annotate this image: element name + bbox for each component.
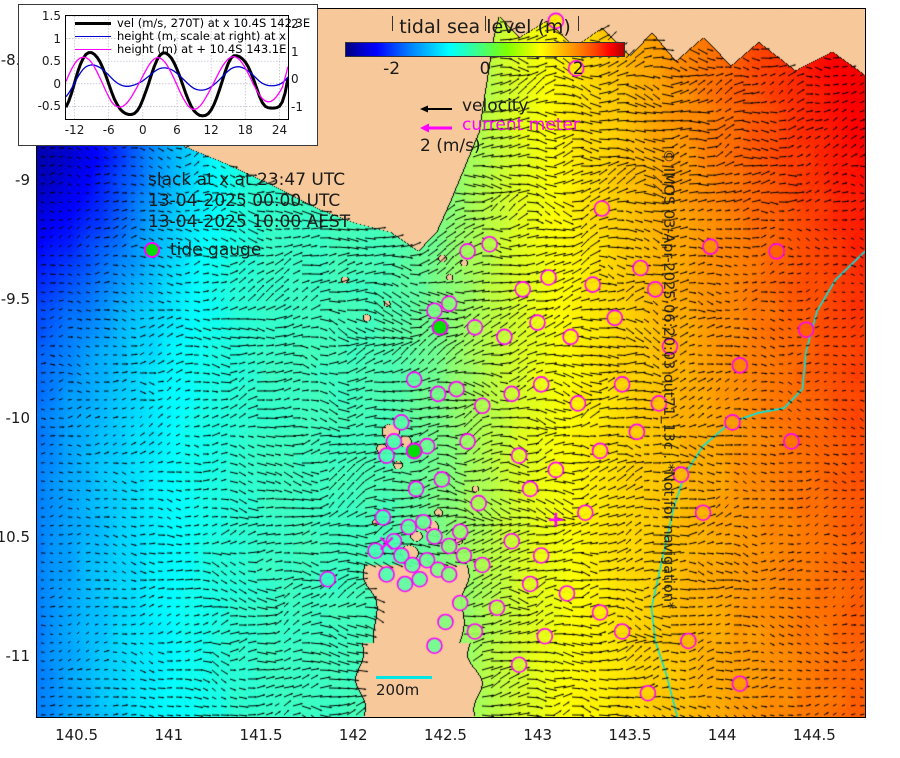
x-tick-label: 142.5 bbox=[423, 726, 467, 744]
inset-y-left-tick: 1.5 bbox=[41, 9, 61, 23]
x-tick-label: 143 bbox=[523, 726, 553, 744]
y-tick-label: -9.5 bbox=[0, 289, 30, 308]
x-tick-label: 144 bbox=[707, 726, 737, 744]
timeseries-inset-panel[interactable]: vel (m/s, 270T) at x 10.4S 142.3E height … bbox=[18, 4, 318, 146]
legend-swatch bbox=[75, 22, 111, 25]
legend-label: vel (m/s, 270T) at x 10.4S 142.3E bbox=[117, 16, 311, 30]
timeseries-plot-box bbox=[65, 15, 289, 120]
inset-x-tick: 24 bbox=[271, 123, 288, 137]
inset-y-left-tick: 0 bbox=[53, 76, 61, 91]
inset-y-left-tick: 1 bbox=[53, 31, 61, 46]
x-tick-label: 141.5 bbox=[239, 726, 283, 744]
current-meter-legend-row: current meter bbox=[420, 114, 580, 135]
legend-label: height (m) at + 10.4S 143.1E bbox=[117, 42, 287, 56]
timeseries-curves bbox=[66, 16, 288, 119]
series-right bbox=[66, 64, 288, 98]
inset-x-tick: -6 bbox=[102, 123, 115, 137]
colorbar-tick-label: 2 bbox=[572, 59, 584, 79]
timeseries-legend: vel (m/s, 270T) at x 10.4S 142.3E height … bbox=[75, 17, 310, 56]
inset-x-tick: 12 bbox=[203, 123, 219, 137]
inset-x-tick: 6 bbox=[173, 123, 181, 137]
inset-x-tick: -12 bbox=[64, 123, 85, 137]
inset-y-right-tick: 0 bbox=[291, 72, 299, 87]
colorbar-title: tidal sea level (m) bbox=[399, 16, 571, 38]
colorbar-gradient bbox=[345, 16, 625, 57]
colorbar: tidal sea level (m) -2 0 2 bbox=[345, 16, 625, 79]
velocity-legend-row: velocity bbox=[420, 95, 580, 116]
inset-y-right-tick: -1 bbox=[291, 99, 303, 114]
tide-gauge-legend: tide gauge bbox=[144, 240, 261, 260]
x-tick-label: 143.5 bbox=[608, 726, 652, 744]
legend-entry: height (m, scale at right) at x bbox=[75, 30, 310, 43]
current-meter-arrow-icon bbox=[420, 119, 454, 132]
credit-text: © IMOS 03-Apr-2025 06:20:03 out71_13c . … bbox=[659, 148, 676, 610]
legend-swatch bbox=[75, 49, 111, 50]
legend-label: height (m, scale at right) at x bbox=[117, 29, 286, 43]
time-annotation: slack at x at 23:47 UTC 13-04-2025 00:00… bbox=[148, 170, 350, 233]
inset-y-left-tick: -0.5 bbox=[37, 99, 61, 114]
inset-y-right-tick: 1 bbox=[291, 44, 299, 59]
y-tick-label: -11 bbox=[5, 647, 31, 666]
velocity-scale-label: 2 (m/s) bbox=[420, 136, 481, 156]
legend-swatch bbox=[75, 36, 111, 37]
scale-bar-label: 200m bbox=[376, 681, 420, 699]
y-tick-label: -10 bbox=[5, 408, 31, 427]
legend-entry: vel (m/s, 270T) at x 10.4S 142.3E bbox=[75, 17, 310, 30]
vector-legend: velocity current meter 2 (m/s) bbox=[420, 96, 580, 156]
inset-x-tick: 18 bbox=[237, 123, 253, 137]
velocity-arrow-icon bbox=[420, 100, 454, 112]
utc-time-line: 13-04-2025 00:00 UTC bbox=[148, 191, 341, 211]
velocity-legend-label: velocity bbox=[462, 95, 529, 116]
x-tick-label: 142 bbox=[338, 726, 368, 744]
scale-bar-line bbox=[376, 676, 432, 679]
x-tick-label: 144.5 bbox=[792, 726, 836, 744]
series-left bbox=[66, 55, 288, 111]
colorbar-tick-labels: -2 0 2 bbox=[345, 57, 625, 79]
current-meter-legend-label: current meter bbox=[462, 114, 580, 135]
tide-gauge-legend-label: tide gauge bbox=[170, 240, 262, 260]
inset-x-tick: 0 bbox=[139, 123, 147, 137]
tide-gauge-marker-icon bbox=[144, 242, 160, 258]
slack-time-line: slack at x at 23:47 UTC bbox=[148, 170, 346, 190]
legend-entry: height (m) at + 10.4S 143.1E bbox=[75, 43, 310, 56]
x-tick-label: 141 bbox=[154, 726, 184, 744]
y-tick-label: -9 bbox=[15, 170, 30, 189]
colorbar-tick-label: 0 bbox=[479, 59, 491, 79]
inset-y-left-tick: 0.5 bbox=[41, 54, 61, 69]
aest-time-line: 13-04-2025 10:00 AEST bbox=[148, 212, 351, 232]
y-tick-label: -10.5 bbox=[0, 527, 30, 546]
scale-bar: 200m bbox=[376, 676, 432, 699]
inset-y-right-tick: 2 bbox=[291, 17, 299, 32]
x-tick-label: 140.5 bbox=[55, 726, 99, 744]
colorbar-tick-label: -2 bbox=[383, 59, 401, 79]
